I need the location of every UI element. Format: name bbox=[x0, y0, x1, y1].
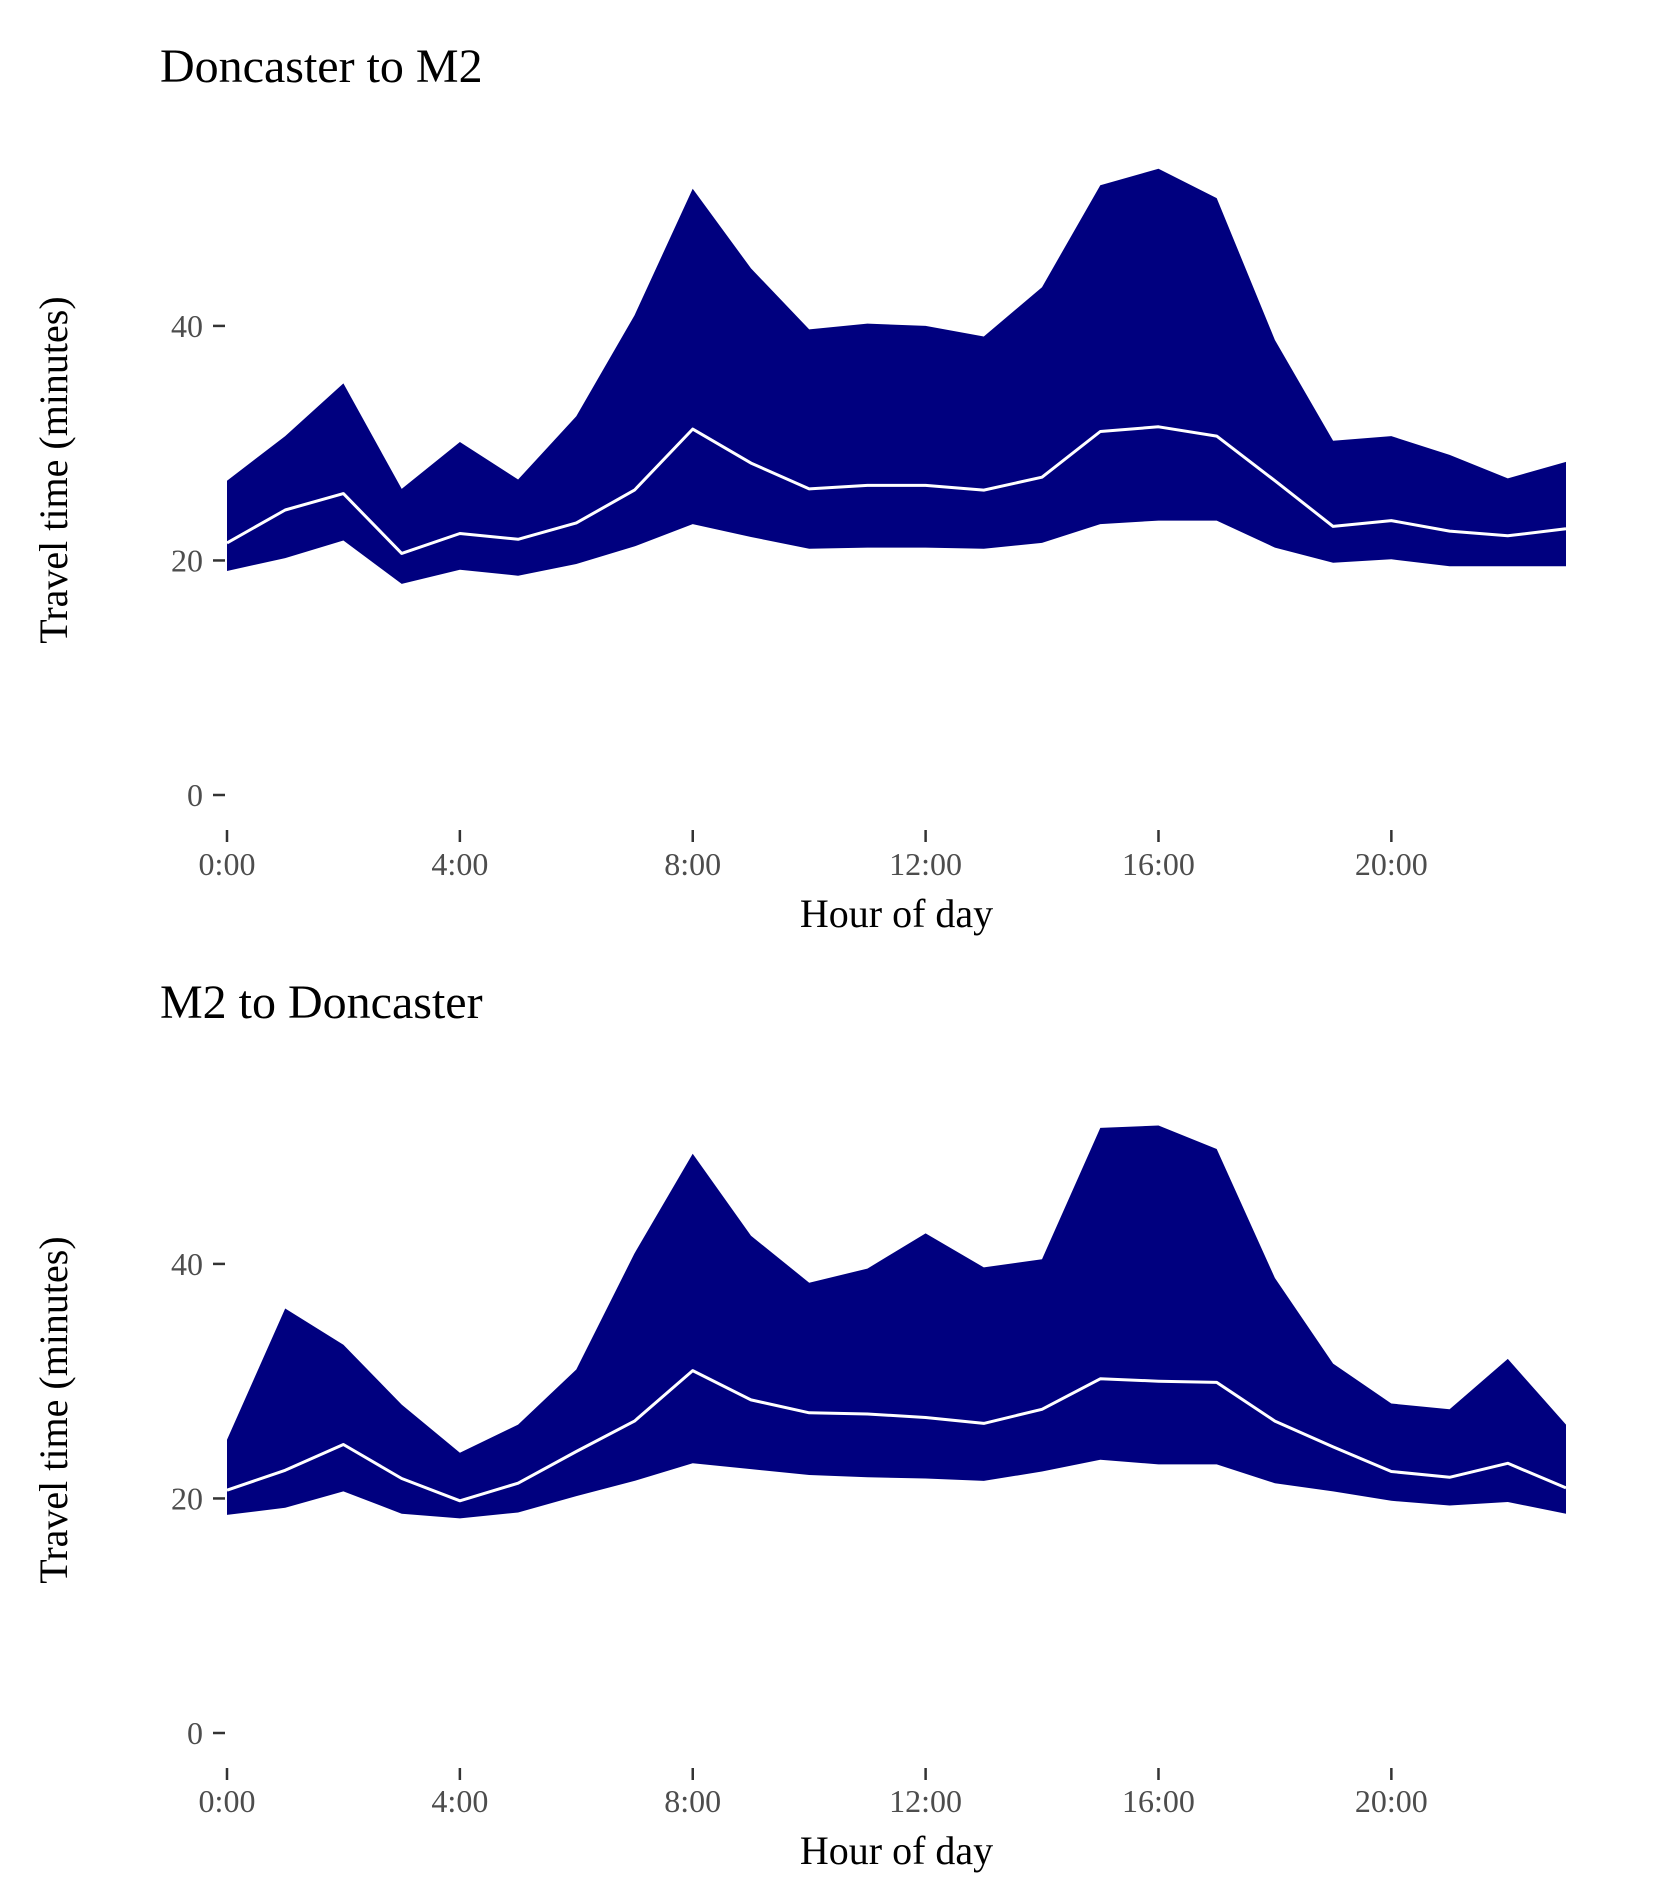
x-tick-label: 16:00 bbox=[1122, 1783, 1195, 1819]
x-tick-label: 8:00 bbox=[664, 1783, 721, 1819]
travel-time-range-band bbox=[227, 168, 1566, 584]
chart-panel-top: Doncaster to M2 0 20 40 0:00 4:00 8:00 12:00 16:… bbox=[31, 40, 1567, 936]
x-tick-label: 4:00 bbox=[431, 846, 488, 882]
y-tick-label: 0 bbox=[187, 777, 203, 813]
x-tick-label: 20:00 bbox=[1355, 1783, 1428, 1819]
x-tick-label: 20:00 bbox=[1355, 846, 1428, 882]
median-travel-time-line bbox=[226, 1369, 1567, 1503]
y-axis-title: Travel time (minutes) bbox=[31, 296, 76, 643]
chart-title: M2 to Doncaster bbox=[160, 976, 483, 1029]
y-tick-label: 40 bbox=[171, 1246, 203, 1282]
x-tick-label: 12:00 bbox=[889, 1783, 962, 1819]
x-tick-label: 4:00 bbox=[431, 1783, 488, 1819]
chart-title: Doncaster to M2 bbox=[160, 40, 483, 93]
y-tick-label: 0 bbox=[187, 1715, 203, 1751]
y-tick-label: 40 bbox=[171, 308, 203, 344]
x-axis-title: Hour of day bbox=[800, 891, 993, 936]
travel-time-range-band bbox=[227, 1125, 1566, 1519]
x-tick-label: 0:00 bbox=[199, 846, 256, 882]
y-axis-title: Travel time (minutes) bbox=[31, 1236, 76, 1583]
x-tick-label: 16:00 bbox=[1122, 846, 1195, 882]
y-tick-label: 20 bbox=[171, 1480, 203, 1516]
median-travel-time-line bbox=[226, 425, 1567, 555]
x-tick-label: 12:00 bbox=[889, 846, 962, 882]
chart-panel-bottom: M2 to Doncaster 0 20 40 0:00 4:00 8:00 12:00 16:… bbox=[31, 976, 1567, 1873]
x-tick-label: 8:00 bbox=[664, 846, 721, 882]
x-tick-label: 0:00 bbox=[199, 1783, 256, 1819]
x-axis-title: Hour of day bbox=[800, 1828, 993, 1873]
y-tick-label: 20 bbox=[171, 542, 203, 578]
